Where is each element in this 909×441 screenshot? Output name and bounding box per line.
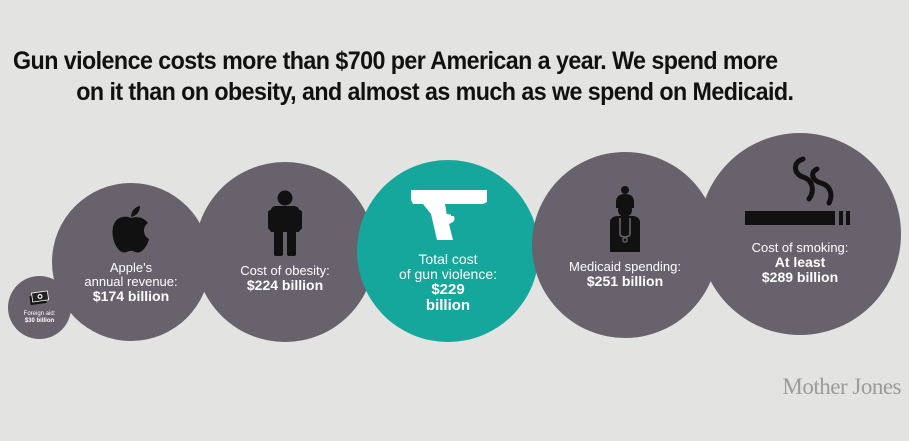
cigarette-icon [745, 156, 850, 225]
medicaid-value: $251 billion [586, 273, 664, 289]
apple-label-2: annual revenue: [84, 274, 178, 289]
gun-value-1: $229 [431, 281, 465, 298]
obesity-value: $224 billion [246, 277, 324, 293]
person-icon [268, 190, 302, 256]
gun-value-2: billion [425, 297, 471, 314]
smoking-value-2: $289 billion [761, 269, 839, 285]
apple-icon [112, 206, 149, 253]
gun-label-2: of gun violence: [398, 266, 498, 282]
cash-icon [29, 290, 50, 306]
bubble-smoking: Cost of smoking: At least $289 billion [699, 133, 901, 335]
apple-value: $174 billion [92, 288, 170, 304]
apple-label-1: Apple's [109, 260, 153, 275]
bubble-medicaid: Medicaid spending: $251 billion [532, 152, 718, 338]
bubble-gun-violence: Total cost of gun violence: $229 billion [357, 160, 539, 342]
medicaid-label: Medicaid spending: [568, 259, 682, 274]
headline-line-2: on it than on obesity, and almost as muc… [76, 78, 794, 106]
smoking-label-1: Cost of smoking: [751, 240, 849, 255]
foreign-aid-label: Foreign aid: [23, 311, 56, 317]
gun-label-1: Total cost [418, 251, 478, 267]
obesity-label: Cost of obesity: [240, 263, 330, 278]
headline-line-1: Gun violence costs more than $700 per Am… [13, 47, 778, 75]
headline: Gun violence costs more than $700 per Am… [0, 46, 845, 108]
source-logo: Mother Jones [782, 374, 901, 399]
handgun-icon [411, 190, 487, 240]
nurse-icon [610, 186, 640, 252]
bubble-apple: Apple's annual revenue: $174 billion [52, 183, 210, 341]
foreign-aid-value: $30 billion [24, 318, 55, 324]
bubble-obesity: Cost of obesity: $224 billion [195, 162, 375, 342]
smoking-value-1: At least [774, 254, 826, 270]
